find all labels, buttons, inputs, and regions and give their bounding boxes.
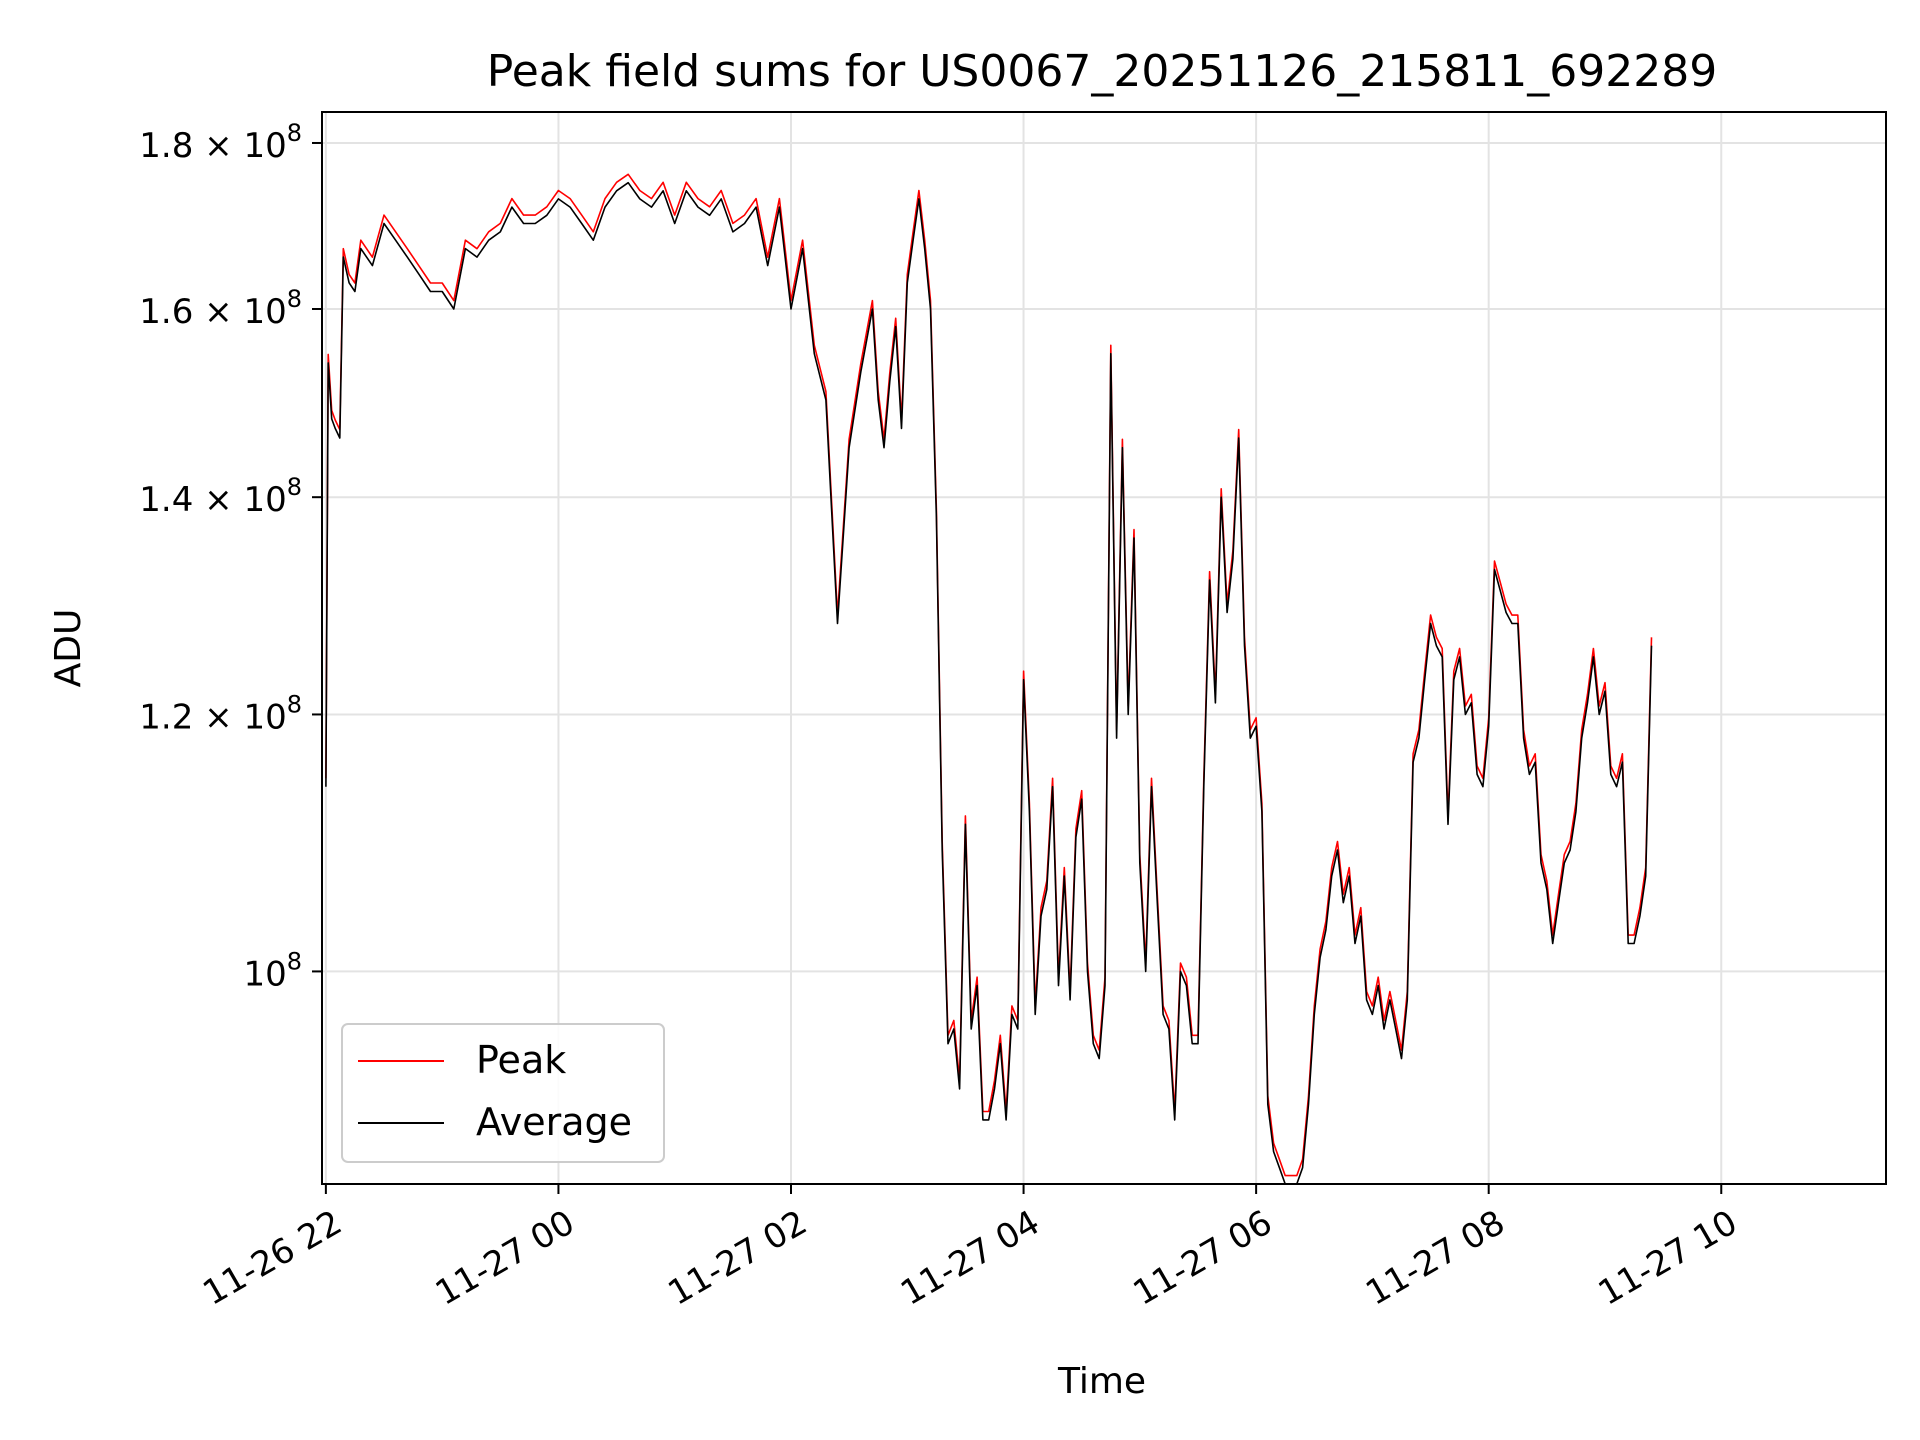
series-line-average [325, 181, 1653, 1184]
legend-box [341, 1023, 665, 1163]
y-tick-label: 1.4 × 108 [139, 473, 302, 520]
y-axis-ticks: 108 1.2 × 108 1.4 × 108 1.6 × 108 1.8 × 108 [139, 119, 322, 994]
y-tick-label: 1.6 × 108 [139, 285, 302, 332]
grid-lines [322, 112, 1886, 1184]
y-tick-label: 1.8 × 108 [139, 119, 302, 166]
y-axis-label: ADU [48, 609, 89, 688]
x-axis-label: Time [1057, 1361, 1146, 1402]
legend: Peak Average [341, 1023, 665, 1163]
plot-frame [321, 111, 1887, 1185]
legend-label-average: Average [476, 1100, 632, 1144]
y-tick-label: 1.2 × 108 [139, 690, 302, 737]
legend-label-peak: Peak [476, 1038, 566, 1082]
series-lines [325, 173, 1653, 1184]
y-tick-label: 108 [243, 947, 302, 994]
chart-title: Peak field sums for US0067_20251126_2158… [487, 46, 1717, 97]
series-line-peak [325, 173, 1653, 1177]
